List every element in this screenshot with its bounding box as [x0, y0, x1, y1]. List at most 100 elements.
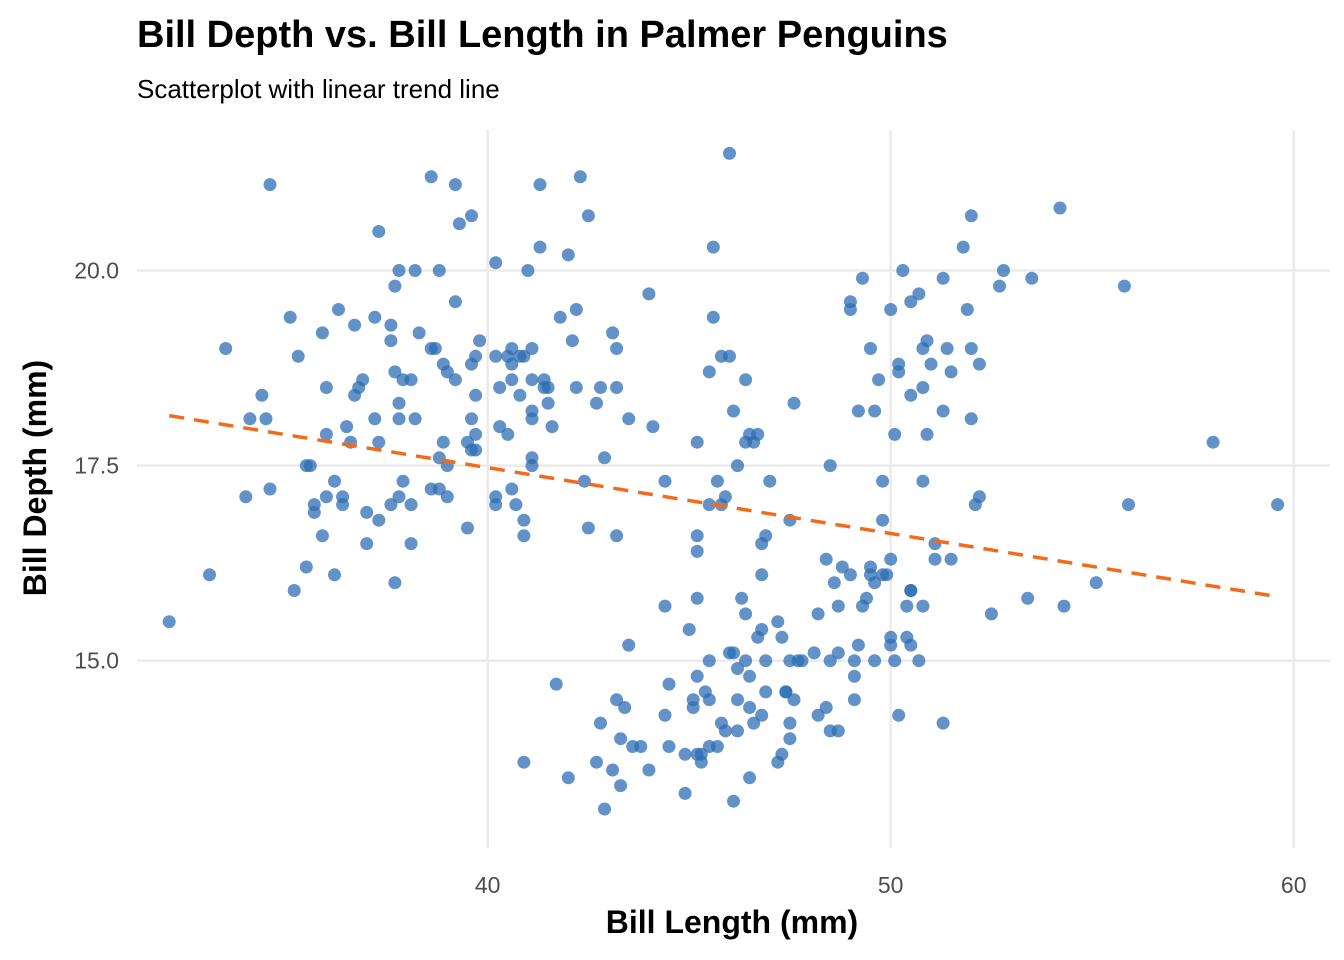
data-point — [505, 342, 519, 355]
data-point — [960, 303, 974, 316]
data-point — [964, 342, 978, 355]
data-point — [868, 576, 882, 590]
data-point — [646, 420, 660, 434]
data-point — [731, 693, 744, 707]
data-point — [924, 357, 938, 371]
data-point — [807, 646, 821, 660]
data-point — [747, 716, 761, 730]
data-point — [997, 264, 1010, 277]
data-point — [610, 342, 624, 355]
data-point — [598, 802, 611, 816]
data-point — [263, 178, 277, 192]
data-point — [743, 669, 757, 683]
data-point — [392, 264, 406, 277]
data-point — [658, 599, 672, 613]
data-point — [706, 310, 720, 324]
data-point — [904, 388, 918, 402]
data-point — [819, 552, 833, 566]
data-point — [771, 615, 785, 629]
data-point — [594, 716, 607, 730]
grid-lines — [137, 130, 1330, 848]
data-point — [368, 310, 382, 324]
x-tick-label: 40 — [475, 872, 501, 898]
data-point — [739, 654, 753, 668]
data-point — [372, 435, 386, 449]
data-point — [315, 326, 329, 340]
data-point — [545, 420, 559, 434]
data-point — [610, 693, 624, 707]
data-point — [851, 638, 865, 652]
data-point — [489, 256, 503, 270]
data-point — [755, 623, 769, 636]
data-point — [755, 708, 769, 722]
data-point — [884, 303, 898, 316]
data-point — [541, 381, 555, 394]
data-point — [360, 537, 374, 551]
tick-labels: 40 50 60 15.0 17.5 20.0 — [74, 257, 1306, 898]
data-point — [384, 334, 398, 348]
data-point — [718, 724, 732, 738]
data-point — [868, 404, 882, 418]
data-point — [690, 544, 704, 558]
data-point — [328, 474, 341, 488]
data-point — [682, 623, 696, 636]
data-point — [525, 342, 539, 355]
data-point — [718, 490, 732, 504]
data-point — [739, 373, 753, 387]
data-point — [775, 747, 789, 761]
data-point — [658, 474, 672, 488]
data-point — [876, 513, 890, 527]
data-point — [360, 505, 374, 519]
data-point — [469, 349, 483, 363]
data-point — [448, 295, 462, 309]
data-point — [315, 529, 329, 543]
data-point — [1117, 279, 1131, 293]
data-point — [694, 747, 708, 761]
data-point — [759, 685, 773, 699]
data-point — [956, 240, 970, 254]
data-point — [408, 264, 422, 277]
data-point — [900, 599, 914, 613]
data-point — [755, 568, 769, 582]
data-point — [287, 584, 301, 597]
data-point — [392, 490, 406, 504]
data-point — [739, 607, 753, 621]
data-point — [920, 427, 934, 441]
data-point — [219, 342, 233, 355]
data-point — [912, 287, 926, 301]
data-point — [823, 459, 837, 473]
data-point — [259, 412, 273, 426]
data-point — [847, 693, 861, 707]
data-point — [634, 740, 648, 753]
data-point — [243, 412, 257, 426]
data-point — [702, 498, 716, 512]
data-point — [811, 607, 825, 621]
data-point — [412, 326, 426, 340]
data-point — [622, 412, 636, 426]
data-point — [964, 412, 978, 426]
data-point — [642, 287, 656, 301]
data-point — [489, 349, 503, 363]
data-point — [461, 521, 474, 535]
data-point — [473, 334, 487, 348]
data-point — [533, 240, 547, 254]
x-tick-label: 50 — [878, 872, 904, 898]
data-point — [525, 412, 539, 426]
data-point — [1053, 201, 1067, 215]
data-point — [517, 529, 531, 543]
data-point — [307, 498, 321, 512]
data-point — [569, 303, 583, 316]
data-point — [710, 474, 724, 488]
data-point — [916, 599, 930, 613]
data-point — [775, 630, 789, 644]
data-point — [598, 451, 611, 465]
data-point — [465, 412, 478, 426]
data-point — [710, 740, 724, 753]
data-point — [1025, 271, 1039, 285]
data-point — [388, 365, 402, 379]
data-point — [884, 552, 898, 566]
data-point — [319, 490, 333, 504]
data-point — [590, 396, 603, 410]
data-point — [408, 412, 422, 426]
data-point — [936, 271, 950, 285]
